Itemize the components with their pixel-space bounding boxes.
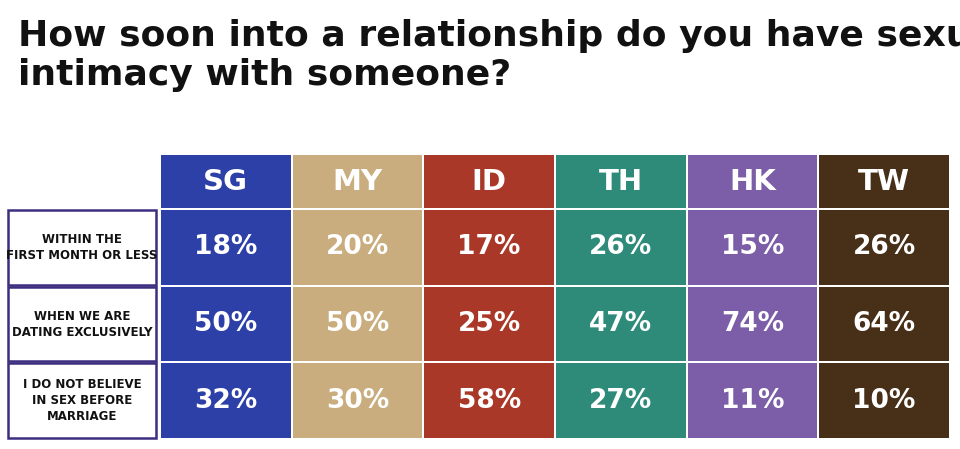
FancyBboxPatch shape [161,286,291,361]
FancyBboxPatch shape [8,363,156,438]
FancyBboxPatch shape [556,286,685,361]
FancyBboxPatch shape [8,286,156,361]
Text: 20%: 20% [325,234,389,260]
Text: 11%: 11% [721,387,784,414]
FancyBboxPatch shape [819,286,949,361]
FancyBboxPatch shape [424,286,554,361]
FancyBboxPatch shape [8,210,156,285]
FancyBboxPatch shape [556,210,685,285]
Text: How soon into a relationship do you have sexual
intimacy with someone?: How soon into a relationship do you have… [18,19,960,92]
Text: MY: MY [332,167,382,195]
FancyBboxPatch shape [556,155,685,208]
Text: 17%: 17% [458,234,521,260]
Text: HK: HK [730,167,776,195]
Text: WHEN WE ARE
DATING EXCLUSIVELY: WHEN WE ARE DATING EXCLUSIVELY [12,309,153,339]
Text: 32%: 32% [194,387,257,414]
FancyBboxPatch shape [424,363,554,438]
FancyBboxPatch shape [556,363,685,438]
Text: 10%: 10% [852,387,916,414]
Text: TH: TH [599,167,643,195]
Text: ID: ID [471,167,507,195]
Text: 18%: 18% [194,234,257,260]
Text: 25%: 25% [458,311,520,337]
Text: WITHIN THE
FIRST MONTH OR LESS: WITHIN THE FIRST MONTH OR LESS [7,233,157,262]
Text: 47%: 47% [589,311,653,337]
FancyBboxPatch shape [819,363,949,438]
Text: 26%: 26% [852,234,916,260]
Text: 30%: 30% [325,387,389,414]
Text: 15%: 15% [721,234,784,260]
Text: 50%: 50% [325,311,389,337]
Text: I DO NOT BELIEVE
IN SEX BEFORE
MARRIAGE: I DO NOT BELIEVE IN SEX BEFORE MARRIAGE [23,378,141,423]
FancyBboxPatch shape [687,286,817,361]
FancyBboxPatch shape [424,155,554,208]
Text: 64%: 64% [852,311,916,337]
FancyBboxPatch shape [161,155,291,208]
Text: 26%: 26% [589,234,653,260]
FancyBboxPatch shape [687,155,817,208]
Text: SG: SG [204,167,249,195]
FancyBboxPatch shape [161,210,291,285]
FancyBboxPatch shape [293,363,422,438]
Text: 74%: 74% [721,311,784,337]
FancyBboxPatch shape [687,210,817,285]
Text: TW: TW [858,167,910,195]
FancyBboxPatch shape [293,155,422,208]
Text: 58%: 58% [458,387,520,414]
Text: 27%: 27% [589,387,653,414]
FancyBboxPatch shape [161,363,291,438]
FancyBboxPatch shape [819,210,949,285]
FancyBboxPatch shape [293,210,422,285]
FancyBboxPatch shape [293,286,422,361]
Text: 50%: 50% [194,311,257,337]
FancyBboxPatch shape [687,363,817,438]
FancyBboxPatch shape [819,155,949,208]
FancyBboxPatch shape [424,210,554,285]
